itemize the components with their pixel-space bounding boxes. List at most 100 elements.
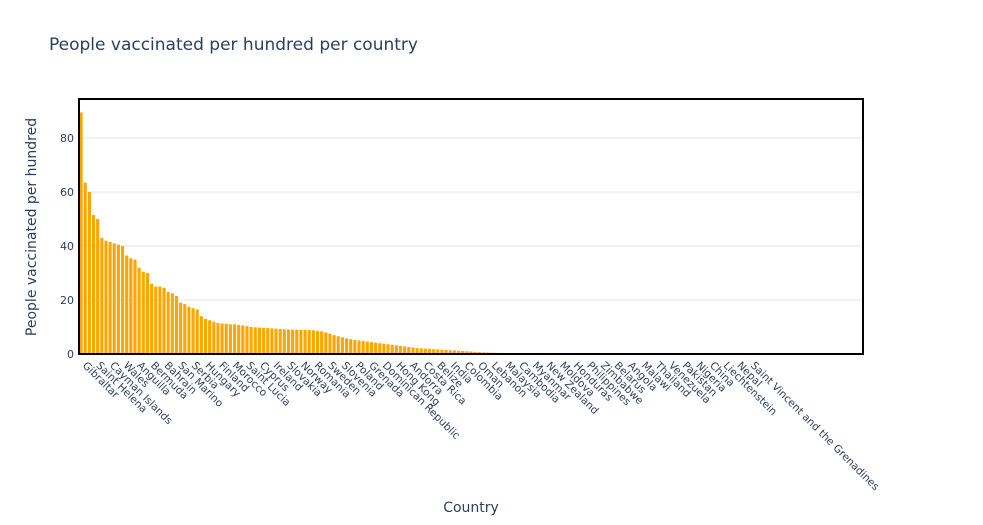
bar <box>320 331 324 354</box>
y-tick-label: 80 <box>60 132 74 145</box>
bar <box>253 327 257 354</box>
bar <box>303 329 307 354</box>
chart-title: People vaccinated per hundred per countr… <box>49 35 418 55</box>
bar <box>100 237 104 354</box>
plot-frame <box>78 98 864 355</box>
bar <box>374 342 378 354</box>
bar <box>79 112 83 355</box>
bar <box>116 244 120 354</box>
bar <box>473 351 477 354</box>
bar <box>448 350 452 354</box>
bar <box>444 349 448 354</box>
bar <box>121 246 125 354</box>
bar <box>141 271 145 354</box>
bar <box>154 286 158 354</box>
bar <box>328 333 332 354</box>
bar <box>183 304 187 354</box>
bar <box>291 329 295 354</box>
bar <box>179 302 183 354</box>
bar <box>195 309 199 354</box>
bar <box>282 329 286 354</box>
bar <box>87 192 91 354</box>
bar <box>108 242 112 354</box>
bar <box>324 332 328 354</box>
bar <box>432 349 436 354</box>
bar <box>415 348 419 354</box>
bar <box>125 255 129 354</box>
bar <box>158 286 162 354</box>
bar <box>166 291 170 354</box>
bar <box>427 348 432 354</box>
bar <box>398 345 403 354</box>
bar <box>274 328 278 354</box>
bar <box>199 316 203 354</box>
bar <box>208 320 212 354</box>
bar <box>299 329 303 354</box>
y-tick-label: 20 <box>60 294 74 307</box>
bar <box>220 323 224 354</box>
bar <box>266 328 270 354</box>
bar <box>452 350 456 354</box>
bar <box>112 243 116 354</box>
y-tick-label: 60 <box>60 186 74 199</box>
bar <box>212 321 216 354</box>
bar <box>419 348 423 354</box>
bar <box>411 347 415 354</box>
bar <box>245 326 249 354</box>
bar <box>369 342 373 354</box>
bar <box>187 306 191 354</box>
bar <box>465 351 469 354</box>
bar <box>457 350 461 354</box>
y-axis-title: People vaccinated per hundred <box>24 118 40 336</box>
bar <box>378 343 382 354</box>
bar <box>365 341 369 354</box>
bar <box>340 337 344 354</box>
bar <box>237 324 241 354</box>
bar <box>133 259 137 354</box>
bar <box>145 273 149 354</box>
bar <box>394 345 398 354</box>
bar <box>257 327 261 354</box>
bar <box>270 328 274 354</box>
bar <box>315 330 320 354</box>
bar <box>469 351 473 354</box>
bar <box>353 339 357 354</box>
bar <box>345 338 349 354</box>
bar <box>174 295 179 354</box>
y-tick-label: 0 <box>67 348 74 361</box>
bar <box>349 339 353 354</box>
bar <box>150 283 154 354</box>
bar <box>386 344 390 354</box>
y-axis-ticks: 0 20 40 60 80 <box>60 132 74 361</box>
bar <box>96 219 100 354</box>
bar <box>286 329 291 354</box>
bar <box>137 267 141 354</box>
bar <box>336 336 340 354</box>
bar <box>407 346 411 354</box>
bar <box>170 293 174 354</box>
bar <box>216 322 220 354</box>
bar <box>224 323 228 354</box>
bar <box>440 349 444 354</box>
bar <box>278 328 282 354</box>
bar <box>382 343 386 354</box>
bar <box>403 346 407 354</box>
gridlines <box>79 137 863 301</box>
bar <box>91 215 96 354</box>
bar <box>233 324 237 354</box>
bar <box>191 308 195 354</box>
bar <box>83 182 87 354</box>
bar <box>129 258 133 354</box>
bar <box>241 325 245 354</box>
bar <box>357 340 361 354</box>
bar <box>295 329 299 354</box>
bar <box>162 287 166 354</box>
bar <box>461 351 465 354</box>
bar <box>436 349 440 354</box>
bar <box>332 335 336 354</box>
bar <box>361 341 365 354</box>
x-tick-label: Saint Vincent and the Grenadines <box>748 360 881 493</box>
x-axis-title: Country <box>443 500 499 516</box>
bar <box>104 240 108 354</box>
